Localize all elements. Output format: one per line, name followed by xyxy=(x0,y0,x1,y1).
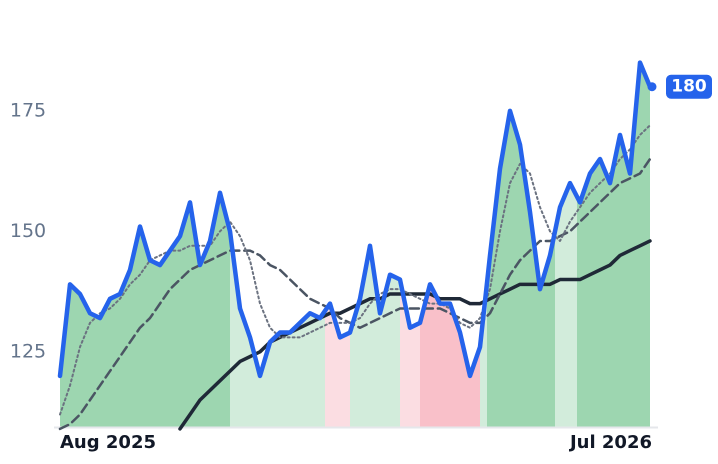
zone-area xyxy=(400,279,420,427)
y-tick-label: 150 xyxy=(10,220,46,242)
y-tick-label: 125 xyxy=(10,340,46,362)
zone-area xyxy=(577,62,650,427)
zone-area xyxy=(60,192,230,427)
x-tick-label: Jul 2026 xyxy=(568,432,652,453)
zone-area xyxy=(230,231,325,427)
last-point xyxy=(647,82,657,92)
price-badge xyxy=(666,74,712,99)
zone-area xyxy=(420,284,480,427)
series-line xyxy=(178,239,652,431)
zone-area xyxy=(325,303,350,427)
x-tick-label: Aug 2025 xyxy=(60,432,156,453)
price-badge-label: 180 xyxy=(671,77,707,97)
series-line xyxy=(57,60,653,379)
zone-area xyxy=(555,183,577,427)
zone-area xyxy=(487,110,555,428)
y-tick-label: 175 xyxy=(10,99,46,121)
